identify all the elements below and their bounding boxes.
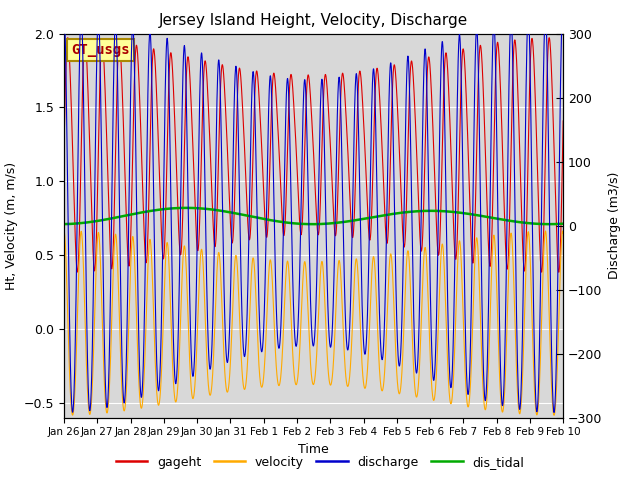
Title: Jersey Island Height, Velocity, Discharge: Jersey Island Height, Velocity, Discharg… bbox=[159, 13, 468, 28]
X-axis label: Time: Time bbox=[298, 443, 329, 456]
Y-axis label: Discharge (m3/s): Discharge (m3/s) bbox=[608, 172, 621, 279]
Legend: gageht, velocity, discharge, dis_tidal: gageht, velocity, discharge, dis_tidal bbox=[111, 451, 529, 474]
Text: GT_usgs: GT_usgs bbox=[72, 43, 130, 57]
Y-axis label: Ht, Velocity (m, m/s): Ht, Velocity (m, m/s) bbox=[5, 162, 18, 289]
